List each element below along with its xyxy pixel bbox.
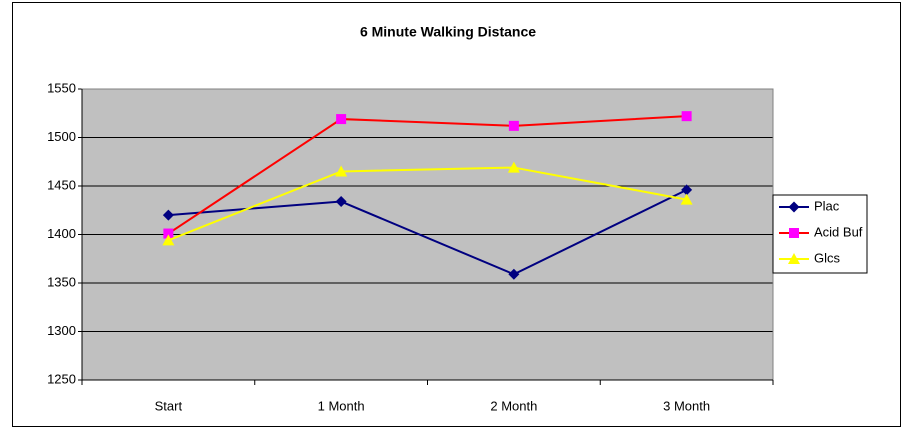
series-line: [168, 166, 687, 242]
x-tick-label: 1 Month: [318, 398, 365, 413]
point: [335, 196, 347, 208]
y-tick-label: 1500: [47, 129, 76, 144]
point: [680, 193, 693, 205]
point: [507, 161, 520, 173]
series-line: [167, 115, 687, 235]
legend-marker: [789, 228, 799, 238]
chart-title: 6 Minute Walking Distance: [360, 24, 536, 40]
legend-label: Plac: [814, 198, 840, 213]
y-tick-label: 1450: [47, 177, 76, 192]
point: [681, 111, 692, 122]
legend-label: Acid Buf: [814, 224, 863, 239]
legend-label: Glcs: [814, 250, 841, 265]
legend-marker: [788, 201, 800, 213]
point: [681, 184, 693, 196]
legend-marker: [788, 253, 800, 264]
x-tick-label: 2 Month: [490, 398, 537, 413]
point: [335, 165, 348, 177]
y-tick-label: 1300: [47, 323, 76, 338]
y-tick-label: 1550: [47, 80, 76, 95]
point: [508, 268, 520, 280]
point: [162, 234, 175, 246]
y-tick-label: 1350: [47, 274, 76, 289]
series-line: [168, 188, 688, 276]
point: [336, 114, 347, 125]
point: [163, 228, 174, 239]
y-tick-label: 1250: [47, 371, 76, 386]
y-tick-label: 1400: [47, 226, 76, 241]
x-tick-label: 3 Month: [663, 398, 710, 413]
point: [162, 209, 174, 221]
x-tick-label: Start: [155, 398, 183, 413]
point: [508, 120, 519, 131]
